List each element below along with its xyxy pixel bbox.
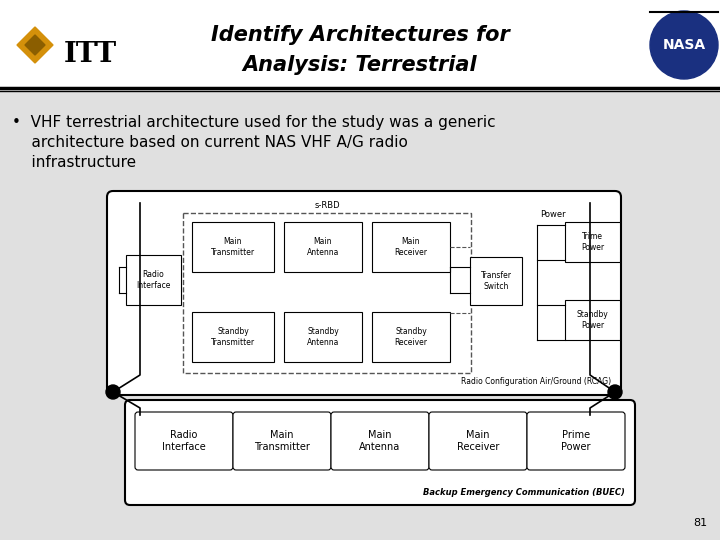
Polygon shape (25, 35, 45, 55)
Text: Power: Power (540, 210, 566, 219)
FancyBboxPatch shape (284, 222, 362, 272)
FancyBboxPatch shape (126, 255, 181, 305)
FancyBboxPatch shape (372, 222, 450, 272)
FancyBboxPatch shape (331, 412, 429, 470)
Text: Radio
Interface: Radio Interface (162, 430, 206, 452)
FancyBboxPatch shape (565, 300, 620, 340)
Circle shape (608, 385, 622, 399)
Bar (0, 91, 720, 540)
Text: Analysis: Terrestrial: Analysis: Terrestrial (243, 55, 477, 75)
Text: Radio
Interface: Radio Interface (136, 271, 171, 289)
Circle shape (650, 11, 718, 79)
FancyBboxPatch shape (192, 222, 274, 272)
Text: Prime
Power: Prime Power (562, 430, 590, 452)
Text: Main
Receiver: Main Receiver (456, 430, 499, 452)
FancyBboxPatch shape (125, 400, 635, 505)
FancyBboxPatch shape (565, 222, 620, 262)
Polygon shape (17, 27, 53, 63)
Text: •  VHF terrestrial architecture used for the study was a generic: • VHF terrestrial architecture used for … (12, 115, 495, 130)
Text: Radio Configuration Air/Ground (RCAG): Radio Configuration Air/Ground (RCAG) (461, 377, 611, 386)
FancyBboxPatch shape (372, 312, 450, 362)
Text: s-RBD: s-RBD (314, 201, 340, 210)
Text: Main
Transmitter: Main Transmitter (211, 237, 255, 256)
Text: architecture based on current NAS VHF A/G radio: architecture based on current NAS VHF A/… (12, 135, 408, 150)
Text: Standby
Transmitter: Standby Transmitter (211, 327, 255, 347)
Text: Trime
Power: Trime Power (581, 232, 604, 252)
FancyBboxPatch shape (233, 412, 331, 470)
Text: NASA: NASA (662, 38, 706, 52)
Text: Standby
Power: Standby Power (577, 310, 608, 330)
Text: infrastructure: infrastructure (12, 155, 136, 170)
FancyBboxPatch shape (470, 257, 522, 305)
Text: Identify Architectures for: Identify Architectures for (211, 25, 509, 45)
FancyBboxPatch shape (527, 412, 625, 470)
Text: ITT: ITT (63, 42, 117, 69)
Text: Main
Transmitter: Main Transmitter (254, 430, 310, 452)
Text: Standby
Antenna: Standby Antenna (307, 327, 339, 347)
Text: 81: 81 (693, 518, 707, 528)
Text: Transfer
Switch: Transfer Switch (480, 271, 511, 291)
Text: Standby
Receiver: Standby Receiver (395, 327, 428, 347)
Bar (0, 0, 720, 90)
FancyBboxPatch shape (284, 312, 362, 362)
FancyBboxPatch shape (135, 412, 233, 470)
Text: Main
Antenna: Main Antenna (359, 430, 400, 452)
Text: Main
Receiver: Main Receiver (395, 237, 428, 256)
FancyBboxPatch shape (192, 312, 274, 362)
FancyBboxPatch shape (107, 191, 621, 395)
Circle shape (106, 385, 120, 399)
Text: Main
Antenna: Main Antenna (307, 237, 339, 256)
Text: Backup Emergency Communication (BUEC): Backup Emergency Communication (BUEC) (423, 488, 625, 497)
FancyBboxPatch shape (429, 412, 527, 470)
